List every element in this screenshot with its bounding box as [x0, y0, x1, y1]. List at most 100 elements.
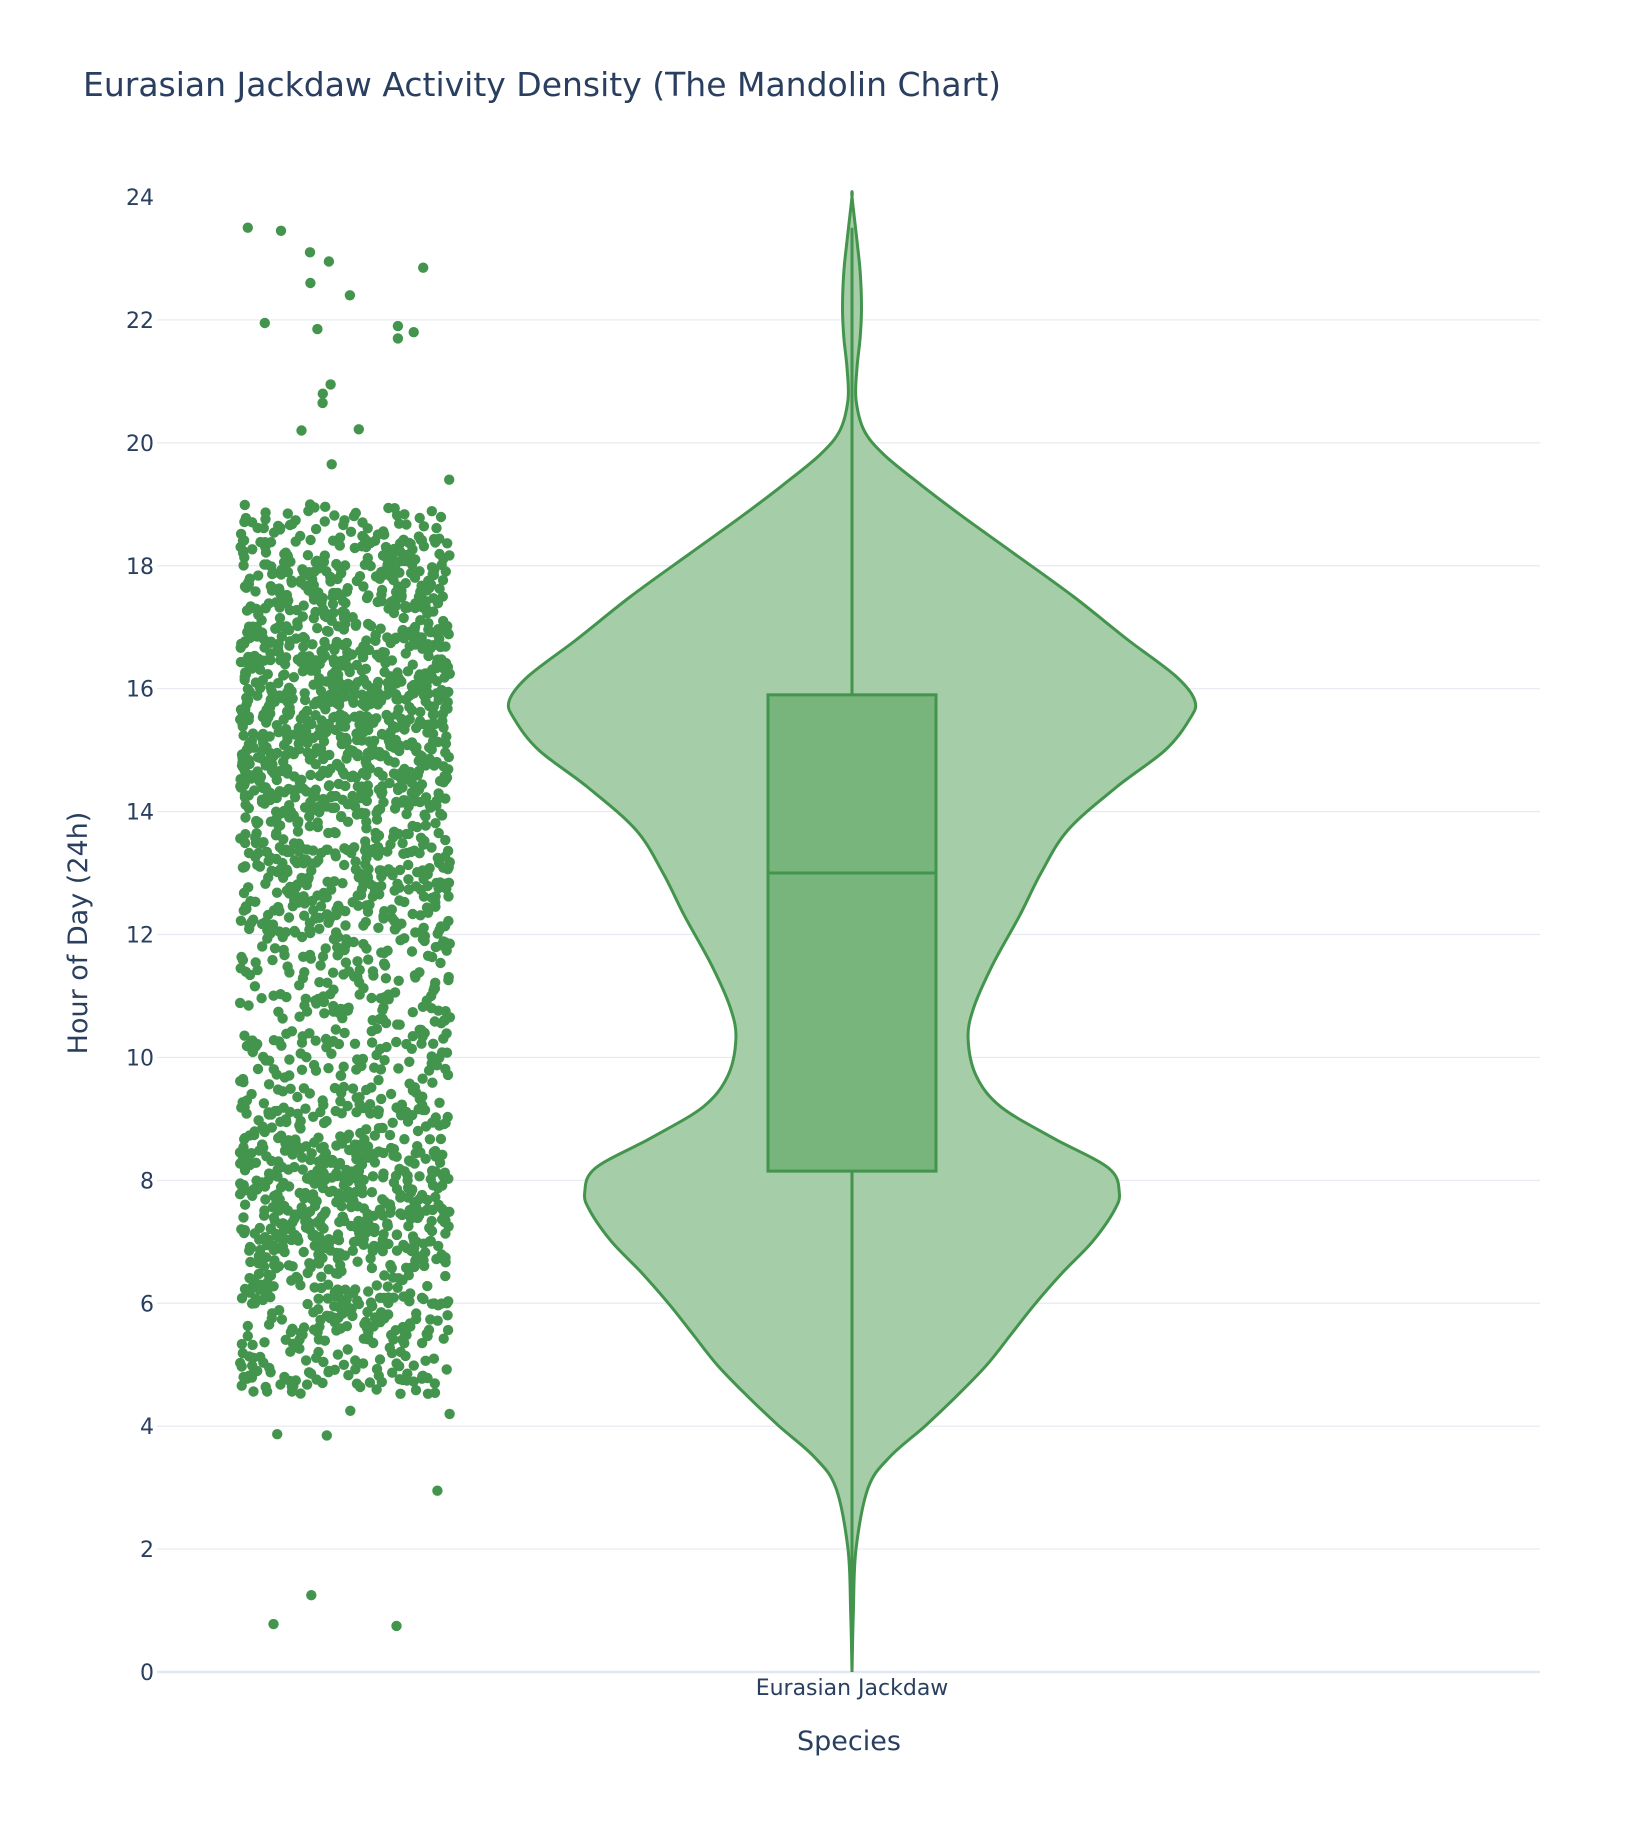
data-point — [320, 1033, 332, 1045]
data-point — [379, 992, 390, 1003]
data-point — [352, 1054, 363, 1065]
data-point — [321, 801, 332, 812]
data-point — [376, 584, 388, 596]
data-point — [312, 323, 323, 335]
data-point — [375, 1043, 386, 1055]
data-point — [284, 519, 296, 531]
data-point — [408, 1234, 420, 1245]
data-point — [259, 1232, 271, 1243]
data-point — [316, 1271, 327, 1283]
data-point — [329, 510, 340, 521]
data-point — [311, 696, 322, 707]
data-point — [416, 593, 427, 604]
data-point — [396, 713, 407, 725]
data-point — [250, 1041, 261, 1052]
data-point — [416, 751, 428, 762]
data-point — [385, 1088, 397, 1100]
data-point — [352, 781, 363, 792]
data-point — [357, 1358, 369, 1369]
data-point — [385, 1259, 396, 1271]
data-point — [334, 1008, 345, 1019]
data-point — [410, 1313, 422, 1325]
data-point — [312, 821, 323, 833]
data-point — [428, 593, 439, 604]
data-point — [298, 1246, 309, 1258]
data-point — [435, 641, 446, 653]
data-point — [400, 1350, 411, 1362]
data-point — [390, 924, 401, 935]
data-point — [374, 1013, 385, 1025]
data-point — [433, 1199, 444, 1211]
data-point — [403, 874, 414, 885]
data-point — [253, 609, 264, 620]
data-point — [316, 715, 327, 726]
data-point — [317, 388, 328, 399]
data-point — [415, 615, 426, 626]
data-point — [347, 1245, 358, 1257]
data-point — [331, 1197, 342, 1208]
data-point — [420, 820, 431, 831]
data-point — [297, 1164, 308, 1175]
data-point — [243, 621, 255, 632]
data-point — [428, 709, 440, 720]
data-point — [285, 1083, 296, 1095]
data-point — [336, 811, 347, 822]
data-point — [431, 756, 442, 768]
data-point — [356, 1159, 368, 1170]
data-point — [242, 222, 253, 233]
data-point — [409, 624, 420, 636]
data-point — [400, 773, 412, 785]
data-point — [354, 571, 366, 582]
data-point — [242, 683, 254, 695]
data-point — [343, 966, 354, 977]
data-point — [417, 1073, 428, 1084]
data-point — [409, 970, 421, 981]
data-point — [393, 704, 404, 715]
data-point — [351, 734, 363, 746]
data-point — [378, 797, 389, 808]
data-point — [408, 1360, 419, 1371]
data-point — [365, 1253, 376, 1264]
data-point — [337, 1308, 348, 1319]
data-point — [317, 749, 328, 760]
data-point — [427, 735, 439, 747]
data-point — [255, 1244, 266, 1256]
data-point — [285, 1326, 297, 1338]
data-point — [265, 1270, 277, 1281]
data-point — [430, 818, 441, 829]
data-point — [284, 1106, 296, 1118]
data-point — [420, 1247, 431, 1258]
data-point — [416, 1292, 428, 1304]
data-point — [328, 587, 339, 599]
data-point — [263, 598, 275, 609]
data-point — [373, 1108, 384, 1120]
data-point — [292, 1091, 303, 1103]
data-point — [391, 1183, 403, 1195]
data-point — [341, 713, 352, 725]
data-point — [393, 782, 404, 793]
data-point — [284, 888, 295, 899]
data-point — [235, 642, 246, 653]
data-point — [442, 1069, 454, 1081]
data-point — [285, 1346, 296, 1357]
data-point — [277, 1013, 288, 1024]
data-point — [258, 1098, 270, 1109]
data-point — [339, 859, 350, 871]
data-point — [308, 732, 319, 744]
data-point — [239, 861, 250, 873]
data-point — [361, 823, 372, 834]
data-point — [352, 956, 363, 967]
data-point — [403, 884, 414, 895]
data-point — [297, 1152, 308, 1163]
data-point — [357, 698, 368, 709]
data-point — [295, 1388, 306, 1399]
data-point — [436, 940, 447, 951]
data-point — [414, 512, 425, 524]
data-point — [242, 744, 254, 755]
data-point — [371, 814, 383, 825]
data-point — [243, 577, 254, 588]
data-point — [239, 1199, 251, 1210]
data-point — [393, 581, 404, 592]
data-point — [358, 641, 369, 652]
data-point — [299, 910, 310, 921]
